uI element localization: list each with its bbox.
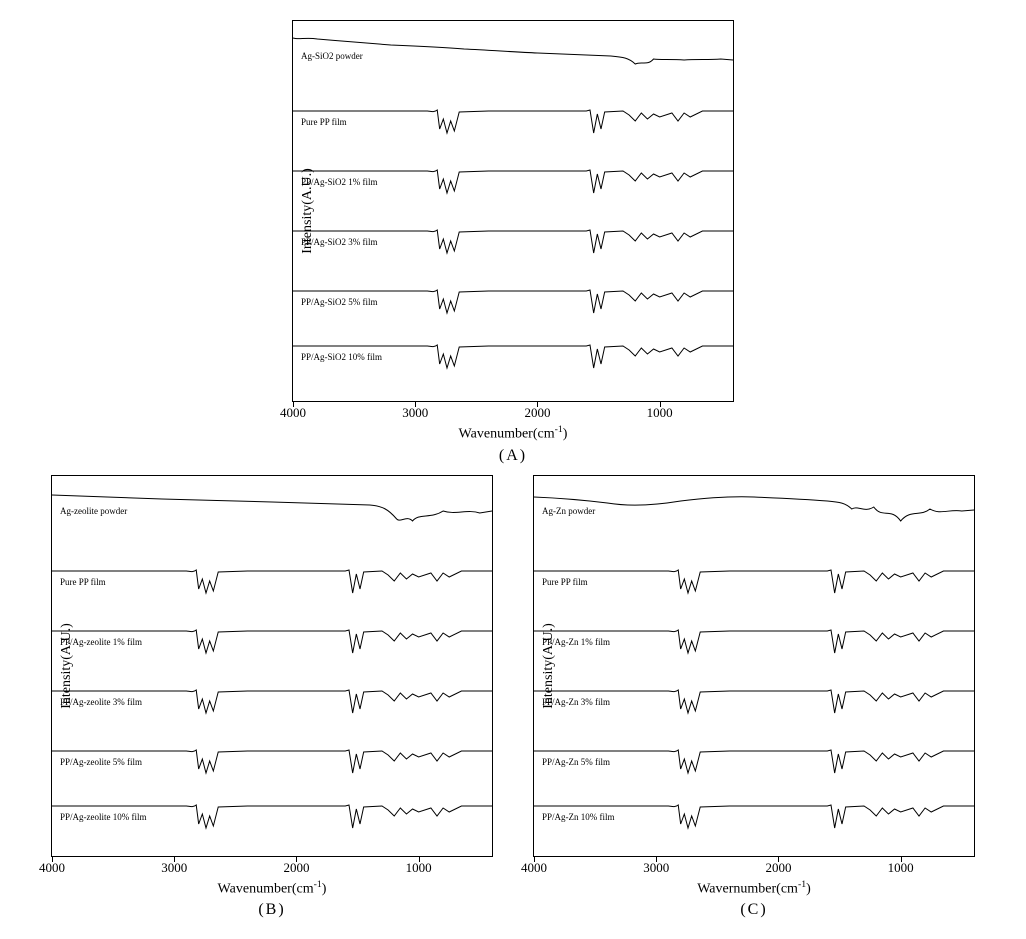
x-tick-B-3: 1000	[406, 860, 432, 876]
trace-C-1	[534, 570, 974, 593]
chart-C: Intensity(A.U.) Ag-Zn powder Pure PP fil…	[533, 475, 975, 857]
trace-label-B-1: Pure PP film	[60, 577, 106, 587]
x-tick-A-1: 3000	[402, 405, 428, 421]
panel-A: Intensity(A.U.) Ag-SiO2 powder Pure PP f…	[292, 20, 734, 465]
trace-label-B-2: PP/Ag-zeolite 1% film	[60, 637, 142, 647]
x-axis-label-A: Wavenumber(cm-1)	[459, 424, 568, 443]
trace-label-A-2: PP/Ag-SiO2 1% film	[301, 177, 378, 187]
x-tick-C-0: 4000	[521, 860, 547, 876]
trace-label-A-3: PP/Ag-SiO2 3% film	[301, 237, 378, 247]
x-tick-A-2: 2000	[524, 405, 550, 421]
trace-label-A-1: Pure PP film	[301, 117, 347, 127]
panel-C: Intensity(A.U.) Ag-Zn powder Pure PP fil…	[533, 475, 975, 920]
x-tick-C-2: 2000	[765, 860, 791, 876]
trace-group-A	[293, 38, 733, 368]
trace-B-1	[52, 570, 492, 593]
trace-C-0	[534, 496, 974, 520]
top-row: Intensity(A.U.) Ag-SiO2 powder Pure PP f…	[292, 20, 734, 465]
trace-label-C-5: PP/Ag-Zn 10% film	[542, 812, 615, 822]
chart-B: Intensity(A.U.) Ag-zeolite powder Pure P…	[51, 475, 493, 857]
trace-label-C-0: Ag-Zn powder	[542, 506, 595, 516]
trace-label-A-5: PP/Ag-SiO2 10% film	[301, 352, 382, 362]
x-tick-B-2: 2000	[283, 860, 309, 876]
trace-label-B-4: PP/Ag-zeolite 5% film	[60, 757, 142, 767]
x-tick-B-1: 3000	[161, 860, 187, 876]
trace-group-C	[534, 496, 974, 827]
x-tick-C-3: 1000	[888, 860, 914, 876]
panel-label-A: (A)	[499, 447, 527, 465]
trace-label-C-3: PP/Ag-Zn 3% film	[542, 697, 610, 707]
trace-label-C-1: Pure PP film	[542, 577, 588, 587]
x-axis-label-B: Wavenumber(cm-1)	[218, 879, 327, 898]
trace-label-B-0: Ag-zeolite powder	[60, 506, 127, 516]
x-tick-A-3: 1000	[647, 405, 673, 421]
trace-label-B-5: PP/Ag-zeolite 10% film	[60, 812, 147, 822]
bottom-row: Intensity(A.U.) Ag-zeolite powder Pure P…	[51, 475, 975, 920]
trace-label-A-0: Ag-SiO2 powder	[301, 51, 363, 61]
spectrum-svg-B	[52, 476, 492, 856]
spectrum-svg-A	[293, 21, 733, 401]
spectrum-svg-C	[534, 476, 974, 856]
trace-group-B	[52, 495, 492, 828]
x-tick-A-0: 4000	[280, 405, 306, 421]
trace-A-1	[293, 110, 733, 133]
x-tick-B-0: 4000	[39, 860, 65, 876]
chart-A: Intensity(A.U.) Ag-SiO2 powder Pure PP f…	[292, 20, 734, 402]
trace-label-C-2: PP/Ag-Zn 1% film	[542, 637, 610, 647]
ftir-figure: Intensity(A.U.) Ag-SiO2 powder Pure PP f…	[20, 20, 1006, 919]
trace-label-C-4: PP/Ag-Zn 5% film	[542, 757, 610, 767]
x-tick-C-1: 3000	[643, 860, 669, 876]
panel-B: Intensity(A.U.) Ag-zeolite powder Pure P…	[51, 475, 493, 920]
trace-label-B-3: PP/Ag-zeolite 3% film	[60, 697, 142, 707]
panel-label-B: (B)	[258, 901, 285, 919]
x-axis-label-C: Wavernumber(cm-1)	[697, 879, 811, 898]
trace-label-A-4: PP/Ag-SiO2 5% film	[301, 297, 378, 307]
panel-label-C: (C)	[740, 901, 767, 919]
